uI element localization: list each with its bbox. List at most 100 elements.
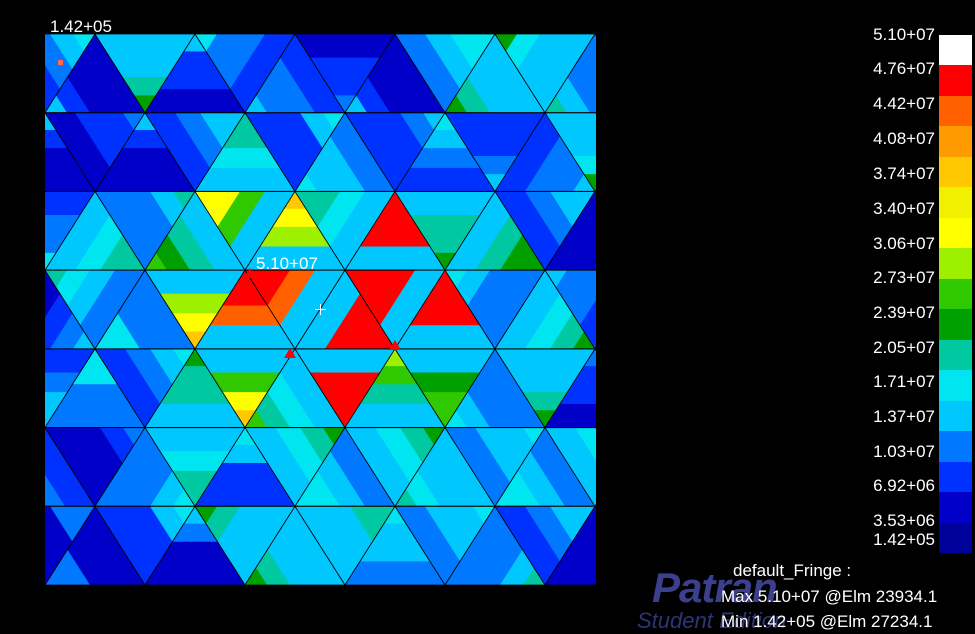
legend-tick-label: 3.40+07 [873,199,935,218]
fringe-band [495,488,517,507]
legend-swatch [939,522,972,554]
legend-tick-label: 1.42+05 [873,530,935,549]
mesh-edge [544,505,596,585]
fringe-band [172,470,218,507]
legend-swatch [939,95,972,127]
fringe-band [73,331,95,349]
fringe-band [373,331,395,349]
fringe-band [122,77,168,113]
legend-swatch [939,278,972,310]
fringe-band [222,270,268,306]
fringe-band [73,34,95,52]
fringe-band [284,191,306,209]
legend-swatch [939,431,972,463]
fringe-band [184,34,206,52]
fringe-band [322,392,368,428]
legend-tick-label: 3.74+07 [873,164,935,183]
legend-swatch [939,35,972,66]
fringe-band [384,506,406,524]
fringe-band [445,270,467,288]
fringe-band [473,506,495,524]
fringe-plot[interactable] [45,34,596,585]
fringe-band [422,270,468,306]
fringe-band [495,34,517,52]
fringe-band [345,270,367,288]
fringe-band [434,270,456,288]
fringe-band [134,112,156,131]
fringe-band [395,488,417,507]
fringe-band [172,313,218,349]
legend-tick-label: 4.42+07 [873,94,935,113]
fringe-band [234,427,256,445]
fringe-band [334,95,356,113]
fringe-band [123,252,145,271]
fringe-band [245,567,267,585]
patran-logo: Patran [652,564,778,611]
fringe-band [245,95,267,113]
fringe-band [123,427,145,445]
fringe-band [184,331,206,349]
fringe-band [72,348,118,385]
fringe-band [323,427,345,445]
legend-tick-label: 2.39+07 [873,303,935,322]
fringe-band [423,427,445,445]
fringe-band [545,270,567,288]
fringe-band [484,174,506,192]
fringe-band [222,112,268,149]
fringe-band [422,112,468,149]
fringe-band [45,474,65,507]
fringe-band [222,392,268,428]
fringe-band [573,331,595,349]
max-location-label: 5.10+07 [256,254,318,273]
fringe-band [272,191,318,227]
legend-tick-label: 2.05+07 [873,338,935,357]
fringe-band [184,506,206,524]
fringe-band [372,191,418,227]
legend-swatch [939,461,972,493]
fringe-band [295,488,317,507]
fringe-legend-bar [938,34,973,554]
legend-tick-label: 1.37+07 [873,407,935,426]
stress-hotspot [244,268,256,278]
fringe-band [184,488,206,507]
legend-tick-label: 5.10+07 [873,25,935,44]
legend-tick-label: 4.08+07 [873,129,935,148]
fringe-band [195,506,217,524]
fringe-band [173,348,195,367]
legend-swatch [939,65,972,97]
fringe-band [523,567,545,585]
fringe-band [45,567,67,585]
fringe-band [195,34,217,52]
fringe-band [422,392,468,428]
fringe-band [123,112,145,131]
fringe-title: default_Fringe : [733,561,852,580]
corner-min-label: 1.42+05 [50,17,112,36]
fringe-band [522,392,568,428]
legend-swatch [939,370,972,402]
fringe-band [372,348,418,385]
fringe-band [445,410,467,428]
fringe-band [173,488,195,507]
small-marker-icon [58,60,63,65]
fringe-band [334,410,356,428]
legend-swatch [939,156,972,188]
fringe-band [434,252,456,271]
fringe-band [295,191,317,209]
fringe-band [223,112,245,131]
legend-tick-label: 2.73+07 [873,268,935,287]
fringe-band [184,348,206,367]
fringe-band [445,95,467,113]
fringe-band [45,270,67,288]
legend-swatch [939,126,972,158]
legend-tick-label: 4.76+07 [873,59,935,78]
fringe-band [323,112,345,131]
student-edition-watermark: Student Edition [637,608,787,633]
legend-swatch [939,187,972,219]
fringe-band [172,348,218,385]
legend-tick-label: 1.71+07 [873,372,935,391]
fringe-band [523,427,545,445]
fringe-band [173,506,195,524]
fringe-band [84,348,106,367]
fringe-band [222,427,268,463]
